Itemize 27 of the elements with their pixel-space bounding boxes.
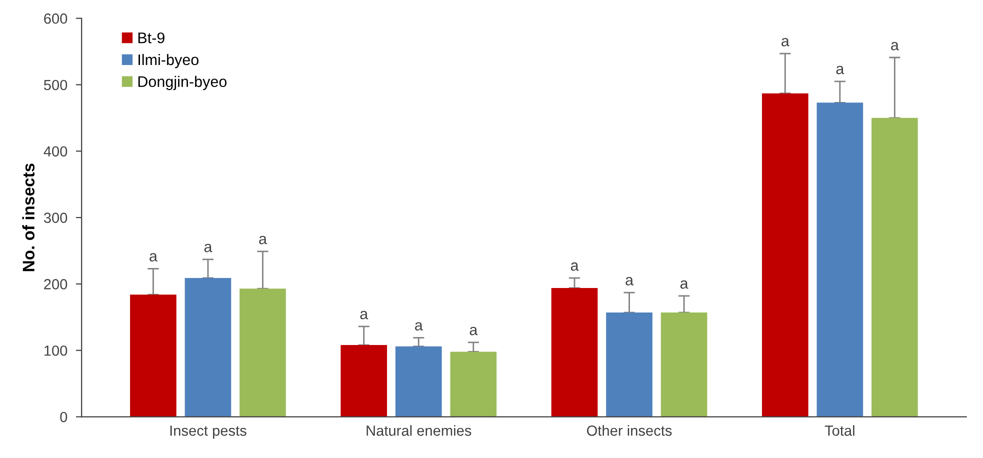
x-tick-label: Insect pests (170, 426, 246, 439)
annotation: a (680, 280, 688, 289)
annotation: a (415, 322, 423, 331)
legend-label: Ilmi-byeo (138, 54, 198, 68)
x-tick-label: Natural enemies (366, 425, 472, 436)
y-tick-label: 0 (60, 412, 68, 422)
annotation: a (570, 262, 579, 271)
annotation: a (204, 244, 212, 252)
legend-label: Bt-9 (138, 32, 164, 44)
annotation: a (626, 277, 634, 286)
y-tick-label: 600 (44, 13, 68, 24)
x-tick-label: Other insects (586, 425, 672, 436)
x-tick-label: Total (824, 425, 854, 436)
y-tick-label: 100 (44, 345, 68, 356)
legend-label: Dongjin-byeo (138, 76, 227, 90)
annotation: a (782, 38, 790, 46)
annotation: a (150, 253, 158, 262)
y-tick-label: 200 (44, 279, 68, 290)
y-axis-title: No. of insects (22, 164, 35, 272)
annotation: a (259, 236, 267, 244)
y-tick-label: 400 (44, 146, 68, 157)
annotation: a (836, 66, 844, 74)
y-tick-label: 500 (44, 80, 68, 90)
annotation: a (360, 310, 368, 320)
y-tick-label: 300 (44, 212, 68, 223)
annotation: a (891, 42, 899, 50)
annotation: a (470, 326, 478, 336)
